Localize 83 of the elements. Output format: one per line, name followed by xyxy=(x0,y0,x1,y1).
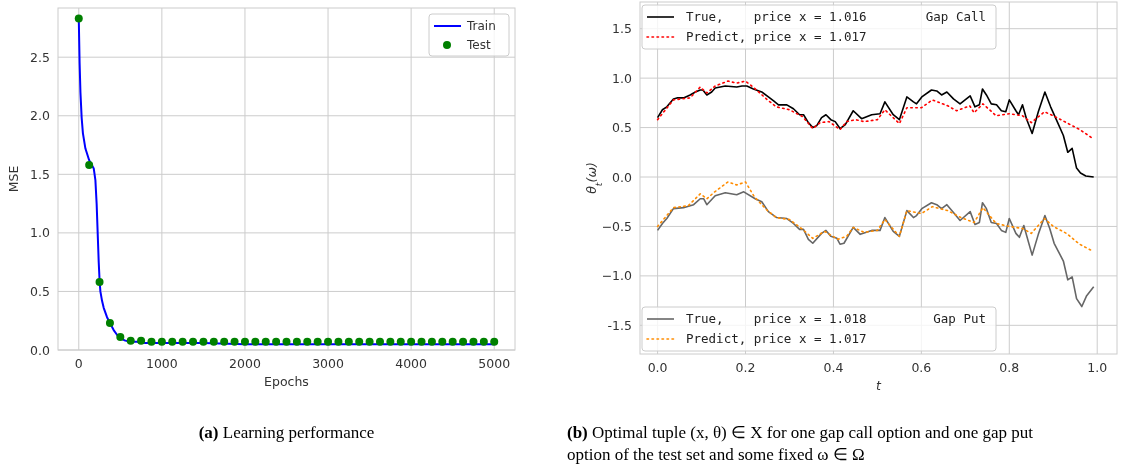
y-tick-label: 1.0 xyxy=(30,225,51,241)
point xyxy=(303,337,312,346)
x-tick-label: 0.4 xyxy=(823,360,844,375)
point xyxy=(209,337,218,346)
x-axis-title: t xyxy=(876,378,883,393)
point xyxy=(365,337,374,346)
point xyxy=(105,319,114,328)
x-tick-label: 5000 xyxy=(478,356,511,371)
y-tick-label: 0.0 xyxy=(612,169,633,185)
line-series xyxy=(656,80,1094,140)
legend-label: Train xyxy=(466,19,496,33)
point xyxy=(427,337,436,346)
y-tick-label: 0.5 xyxy=(612,120,632,136)
x-axis-title: Epochs xyxy=(264,374,309,389)
point xyxy=(95,278,104,287)
legend-label: True, price x = 1.016 xyxy=(686,9,867,24)
legend-label: True, price x = 1.018 xyxy=(686,311,867,326)
y-tick-label: −0.5 xyxy=(601,218,632,234)
legend-label: Predict, price x = 1.017 xyxy=(686,331,867,346)
point xyxy=(168,337,177,346)
point xyxy=(313,337,322,346)
point xyxy=(282,337,291,346)
x-tick-label: 3000 xyxy=(312,356,344,371)
x-tick-label: 1.0 xyxy=(1087,360,1108,375)
y-tick-label: −1.0 xyxy=(601,268,633,284)
point xyxy=(490,337,499,346)
y-tick-label: 0.5 xyxy=(30,283,50,299)
point xyxy=(220,337,229,346)
y-tick-label: 0.0 xyxy=(30,342,51,358)
point xyxy=(126,336,135,345)
x-tick-label: 0.2 xyxy=(735,360,756,375)
point xyxy=(74,14,83,23)
annotation: Gap Call xyxy=(925,9,986,24)
text: (b) Optimal tuple (x, θ) ∈ X for one gap call option and one gap put option of the test set and some fixed ω ∈ Ω xyxy=(567,423,1034,464)
y-axis-title: MSE xyxy=(6,165,21,193)
y-tick-label: 1.0 xyxy=(612,70,633,86)
y-tick-label: 1.5 xyxy=(30,166,50,182)
point xyxy=(344,337,353,346)
point xyxy=(147,337,156,346)
point xyxy=(292,337,301,346)
point xyxy=(85,160,94,169)
point xyxy=(407,337,416,346)
x-tick-label: 0 xyxy=(74,356,83,371)
text: (a) Learning performance xyxy=(198,423,375,442)
line-series xyxy=(656,181,1094,252)
line-series xyxy=(656,191,1095,308)
point xyxy=(479,337,488,346)
line-series xyxy=(656,85,1095,178)
point xyxy=(189,337,198,346)
point xyxy=(199,337,208,346)
point xyxy=(448,337,457,346)
point xyxy=(324,337,333,346)
point xyxy=(240,337,249,346)
x-tick-label: 0.6 xyxy=(911,360,932,375)
point xyxy=(251,337,260,346)
point xyxy=(334,337,343,346)
x-tick-label: 0.0 xyxy=(647,360,668,375)
point xyxy=(137,336,146,345)
point xyxy=(459,337,468,346)
point xyxy=(261,337,270,346)
x-tick-label: 2000 xyxy=(229,356,261,371)
point xyxy=(396,337,405,346)
point xyxy=(417,337,426,346)
point xyxy=(375,337,384,346)
point xyxy=(157,337,166,346)
y-tick-label: -1.5 xyxy=(607,317,632,333)
legend-label: Predict, price x = 1.017 xyxy=(686,29,867,44)
x-tick-label: 1000 xyxy=(145,356,178,371)
y-tick-label: 2.5 xyxy=(30,49,50,65)
point xyxy=(116,333,125,342)
x-tick-label: 4000 xyxy=(395,356,428,371)
point xyxy=(355,337,364,346)
point xyxy=(438,337,447,346)
x-tick-label: 0.8 xyxy=(999,360,1020,375)
legend-label: Test xyxy=(466,38,491,52)
y-tick-label: 1.5 xyxy=(612,21,632,37)
point xyxy=(469,337,478,346)
point xyxy=(230,337,239,346)
y-tick-label: 2.0 xyxy=(30,108,51,124)
point xyxy=(272,337,281,346)
annotation: Gap Put xyxy=(933,311,986,326)
point xyxy=(386,337,395,346)
point xyxy=(178,337,187,346)
